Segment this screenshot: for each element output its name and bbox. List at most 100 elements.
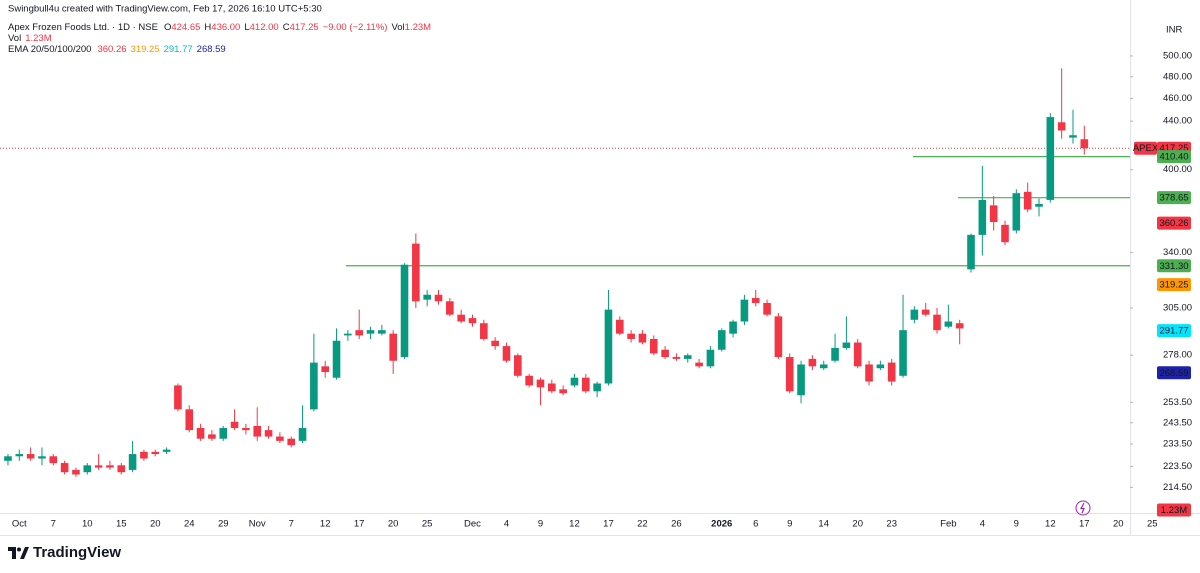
candle-body [570, 377, 579, 386]
candle-body [434, 294, 443, 302]
candle-body [15, 454, 24, 457]
symbol: Apex Frozen Foods Ltd. · 1D · NSE [8, 22, 158, 33]
candle-body [219, 428, 228, 439]
candle-body [706, 349, 715, 367]
candle-body [615, 319, 624, 334]
candle-body [899, 330, 907, 376]
candle-body [910, 309, 919, 320]
x-tick-label: 20 [1113, 519, 1124, 530]
candle-body [264, 430, 273, 437]
volume-label: 1.23M [1161, 505, 1187, 516]
price-label: 268.59 [1159, 368, 1188, 379]
candle-body [468, 318, 477, 324]
logo-dot [17, 547, 21, 552]
price-label: 291.77 [1159, 326, 1188, 337]
candle-body [128, 454, 137, 470]
candle-body [944, 321, 953, 327]
legend-line: EMA 20/50/100/200 360.26 319.25 291.77 268.5… [8, 44, 226, 55]
vol-key: Vol [8, 33, 21, 44]
candle-body [94, 465, 103, 468]
candle-body [967, 234, 975, 270]
x-tick-label: 14 [818, 519, 829, 530]
candle-body [4, 456, 12, 461]
x-tick-label: 7 [51, 519, 56, 530]
x-tick-label: 10 [82, 519, 93, 530]
y-tick-label: 480.00 [1163, 71, 1192, 82]
candle-body [831, 347, 839, 361]
candle-body [853, 342, 862, 367]
candle-body [842, 342, 851, 348]
x-tick-label: 12 [569, 519, 580, 530]
price-label-box [1157, 150, 1191, 164]
x-tick-label: Nov [249, 519, 266, 530]
x-tick-label: 17 [603, 519, 614, 530]
y-tick-label: 440.00 [1163, 116, 1192, 127]
candle-body [140, 451, 148, 459]
x-tick-label: 12 [320, 519, 331, 530]
y-tick-label: 400.00 [1163, 164, 1192, 175]
price-label-box [1157, 278, 1191, 292]
candle-body [525, 375, 533, 386]
candle-body [819, 364, 828, 369]
price-label: 378.65 [1159, 193, 1188, 204]
price-label-box [1157, 324, 1191, 338]
volume-label-box [1157, 503, 1191, 517]
candle-body [1012, 193, 1021, 231]
field-key: H [204, 22, 211, 33]
x-tick-label: 9 [538, 519, 543, 530]
candle-body [253, 425, 262, 437]
x-tick-label: 29 [218, 519, 229, 530]
candle-body [649, 338, 658, 354]
x-tick-label: 9 [1014, 519, 1019, 530]
candle-body [876, 364, 885, 369]
candle-body [1057, 122, 1066, 131]
candle-body [581, 377, 590, 392]
x-tick-label: Dec [464, 519, 481, 530]
symbol-label: APEX [1133, 143, 1159, 154]
candle-body [185, 409, 194, 431]
x-tick-label: 23 [886, 519, 897, 530]
price-label: 319.25 [1159, 280, 1188, 291]
candle-body [457, 314, 465, 322]
candle-body [106, 465, 114, 468]
y-tick-label: 233.50 [1163, 439, 1192, 450]
candle-body [196, 428, 205, 439]
candle-body [593, 383, 601, 392]
candle-body [83, 465, 92, 473]
field-key: O [164, 22, 171, 33]
y-tick-label: 214.50 [1163, 482, 1192, 493]
currency: INR [1166, 25, 1183, 36]
price-label-box [1157, 216, 1191, 230]
candle-body [536, 379, 545, 388]
candle-body [446, 301, 454, 315]
candle-body [423, 294, 431, 300]
price-label: 410.40 [1159, 152, 1188, 163]
candle-body [978, 199, 987, 235]
candle-body [412, 243, 420, 302]
candle-body [355, 330, 363, 336]
candle-body [480, 323, 488, 339]
x-tick-label: 20 [852, 519, 863, 530]
candle-body [887, 362, 896, 382]
x-tick-label: Feb [940, 519, 956, 530]
candle-body [661, 349, 669, 358]
x-tick-label: 4 [504, 519, 509, 530]
price-label: 331.30 [1159, 261, 1188, 272]
candle-body [151, 451, 160, 455]
ema-value: 360.26 [97, 44, 126, 55]
x-tick-label: 20 [150, 519, 161, 530]
field-key: L [244, 22, 249, 33]
logo-mark [8, 547, 16, 559]
candle-body [955, 323, 964, 329]
candle-body [774, 316, 783, 358]
candle-body [72, 469, 80, 475]
x-tick-label: 17 [354, 519, 365, 530]
candle-body [638, 333, 647, 343]
candle-body [26, 454, 35, 459]
field-value: 424.65 [171, 22, 200, 33]
candle-body [366, 330, 375, 334]
candle-body [242, 428, 250, 431]
candle-body [627, 333, 635, 339]
candle-body [60, 463, 69, 473]
